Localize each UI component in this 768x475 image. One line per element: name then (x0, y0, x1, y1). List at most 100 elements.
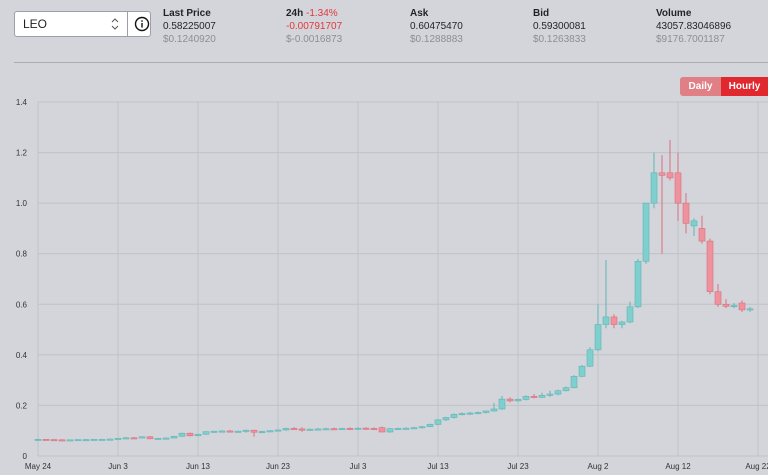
candle[interactable] (722, 299, 730, 309)
header-divider (14, 62, 768, 63)
volume-stat: Volume 43057.83046896 $9176.7001187 (656, 7, 731, 46)
candle[interactable] (274, 429, 282, 432)
candle[interactable] (434, 419, 442, 426)
candle[interactable] (650, 152, 658, 209)
candle[interactable] (122, 437, 130, 440)
candle[interactable] (338, 427, 346, 430)
candle[interactable] (594, 304, 602, 352)
candle[interactable] (170, 435, 178, 439)
candle[interactable] (730, 303, 738, 309)
candle[interactable] (130, 437, 138, 440)
candle[interactable] (490, 402, 498, 412)
candle[interactable] (114, 437, 122, 440)
candle[interactable] (586, 347, 594, 367)
candle[interactable] (58, 439, 66, 442)
candle[interactable] (378, 426, 386, 433)
candle[interactable] (458, 412, 466, 416)
candle[interactable] (178, 432, 186, 437)
candle[interactable] (538, 392, 546, 398)
candle[interactable] (570, 375, 578, 389)
candle[interactable] (370, 427, 378, 430)
candle[interactable] (282, 427, 290, 431)
candle[interactable] (250, 429, 258, 437)
candle[interactable] (74, 439, 82, 442)
candle[interactable] (506, 397, 514, 403)
candle[interactable] (258, 430, 266, 434)
candle[interactable] (66, 439, 74, 442)
candle[interactable] (322, 427, 330, 431)
candle[interactable] (522, 395, 530, 401)
candle[interactable] (298, 427, 306, 432)
candle[interactable] (34, 438, 42, 441)
candle[interactable] (450, 413, 458, 419)
pair-selector[interactable]: LEO (14, 11, 151, 37)
hourly-button[interactable]: Hourly (721, 77, 768, 96)
candle[interactable] (442, 416, 450, 422)
candle[interactable] (394, 427, 402, 430)
candle[interactable] (466, 412, 474, 415)
candle[interactable] (634, 258, 642, 309)
info-icon[interactable] (133, 15, 151, 33)
candle[interactable] (674, 152, 682, 221)
candle[interactable] (578, 364, 586, 378)
candle[interactable] (498, 395, 506, 410)
candle[interactable] (682, 193, 690, 234)
candle[interactable] (82, 439, 90, 442)
candle[interactable] (290, 427, 298, 430)
candle[interactable] (202, 431, 210, 435)
candle[interactable] (242, 429, 250, 433)
candle-body (122, 437, 130, 440)
candle[interactable] (90, 439, 98, 441)
candle[interactable] (482, 410, 490, 414)
candle[interactable] (50, 439, 58, 442)
candle[interactable] (658, 155, 666, 254)
candle[interactable] (554, 389, 562, 396)
candle[interactable] (402, 427, 410, 430)
candle[interactable] (626, 301, 634, 324)
candle[interactable] (386, 428, 394, 433)
candle[interactable] (314, 428, 322, 431)
candle[interactable] (610, 314, 618, 329)
candle[interactable] (354, 427, 362, 430)
candle[interactable] (738, 300, 746, 312)
candle[interactable] (698, 215, 706, 244)
candle[interactable] (410, 427, 418, 430)
candle[interactable] (642, 202, 650, 264)
candle[interactable] (426, 423, 434, 428)
candle[interactable] (330, 427, 338, 431)
candle[interactable] (530, 394, 538, 399)
candle[interactable] (146, 436, 154, 440)
candle[interactable] (306, 428, 314, 431)
candle[interactable] (666, 139, 674, 181)
candle[interactable] (266, 430, 274, 433)
candle[interactable] (474, 411, 482, 415)
candle[interactable] (514, 398, 522, 402)
candle[interactable] (618, 320, 626, 329)
interval-toggle: Daily Hourly (680, 77, 768, 96)
candle[interactable] (138, 436, 146, 439)
candle[interactable] (210, 430, 218, 433)
candle[interactable] (690, 218, 698, 237)
candle[interactable] (234, 430, 242, 433)
candle[interactable] (154, 437, 162, 440)
candle[interactable] (226, 429, 234, 433)
candle[interactable] (346, 427, 354, 430)
candle[interactable] (194, 433, 202, 437)
candle[interactable] (106, 438, 114, 441)
candle[interactable] (706, 238, 714, 295)
candle[interactable] (418, 426, 426, 429)
candle[interactable] (546, 390, 554, 397)
candle[interactable] (42, 439, 50, 441)
candle[interactable] (602, 260, 610, 329)
candle[interactable] (162, 437, 170, 440)
candle[interactable] (218, 430, 226, 433)
candle[interactable] (746, 306, 754, 312)
candle[interactable] (98, 438, 106, 441)
candle[interactable] (562, 386, 570, 392)
daily-button[interactable]: Daily (680, 77, 721, 96)
candle[interactable] (714, 284, 722, 307)
candle[interactable] (362, 427, 370, 430)
candle-body (538, 395, 546, 398)
candle[interactable] (186, 432, 194, 437)
